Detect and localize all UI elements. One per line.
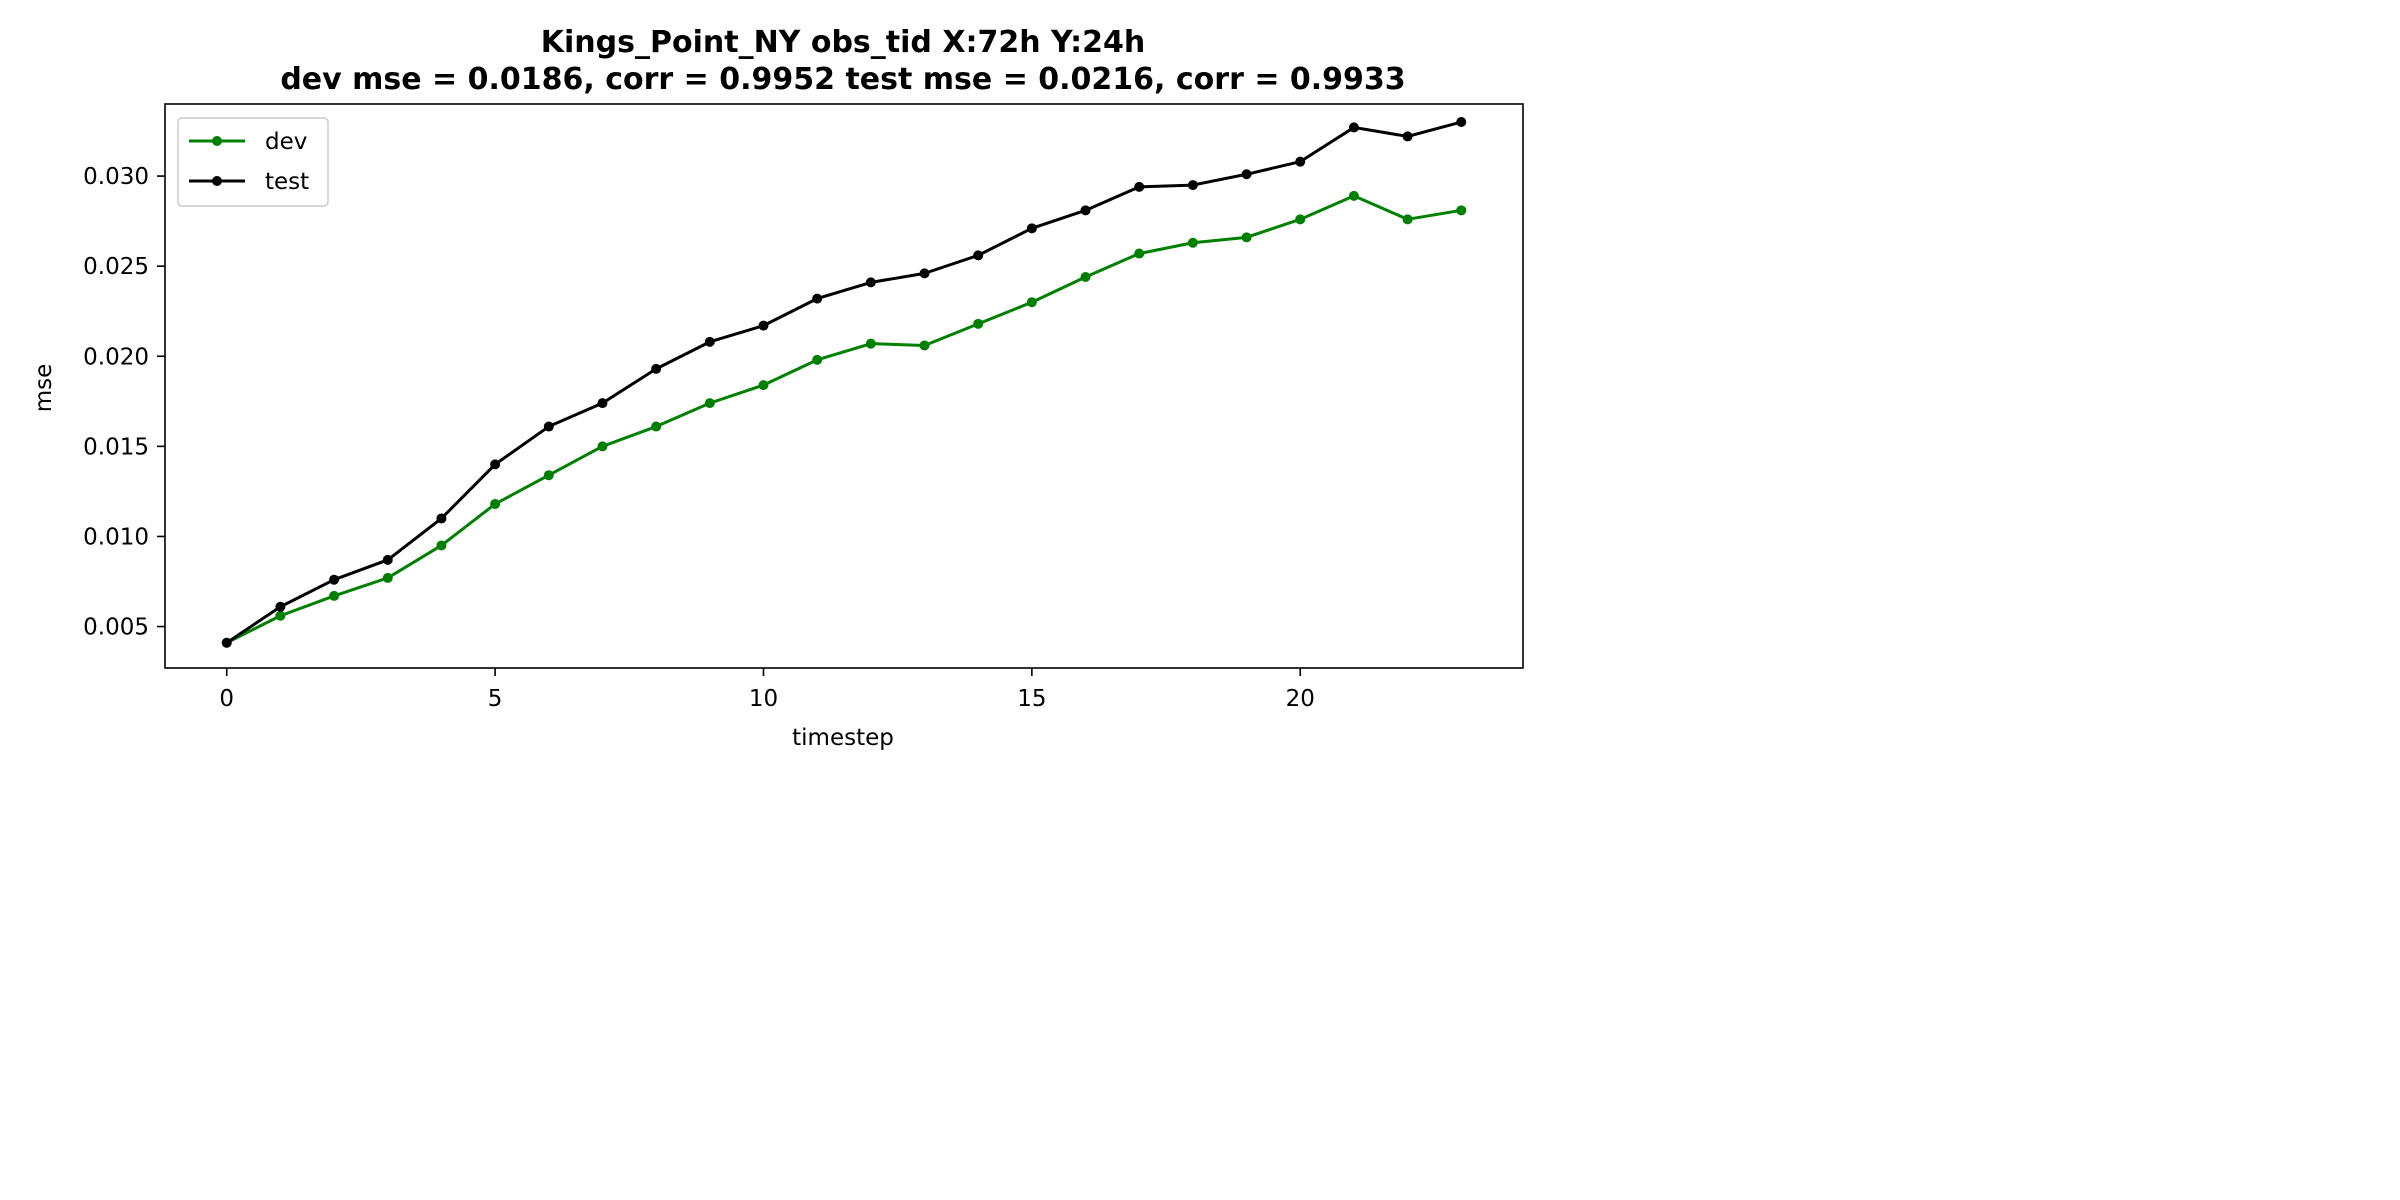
x-tick-label: 15 [1017,686,1046,712]
x-axis-label: timestep [792,725,894,751]
data-point-test [436,513,447,524]
data-point-test [597,398,608,409]
data-point-dev [812,354,823,365]
data-point-test [1295,156,1306,167]
data-point-dev [1026,297,1037,308]
data-point-test [329,574,340,585]
data-point-test [704,336,715,347]
data-point-dev [275,610,286,621]
legend-dev-label: dev [265,129,307,155]
data-point-dev [597,441,608,452]
data-point-test [1402,131,1413,142]
data-point-dev [490,499,501,510]
line-chart: Kings_Point_NY obs_tid X:72h Y:24h dev m… [31,25,1524,751]
data-point-dev [651,421,662,432]
data-point-test [221,637,232,648]
data-point-test [1187,180,1198,191]
data-point-test [1456,117,1467,128]
y-axis-label: mse [31,364,57,413]
legend-dev-marker [212,136,222,146]
data-point-dev [1080,271,1091,282]
chart-title-line1: Kings_Point_NY obs_tid X:72h Y:24h [541,25,1145,60]
data-point-test [758,320,769,331]
data-point-test [1134,181,1145,192]
x-tick-label: 0 [219,686,234,712]
data-point-dev [543,470,554,481]
data-point-dev [1295,214,1306,225]
data-point-test [812,293,823,304]
series-layer [221,117,1467,648]
data-point-dev [436,540,447,551]
data-point-test [1080,205,1091,216]
y-axis-ticks: 0.005 0.010 0.015 0.020 0.025 0.030 [83,164,165,641]
data-point-test [1241,169,1252,180]
data-point-test [275,601,286,612]
data-point-test [490,459,501,470]
legend: dev test [177,117,329,207]
data-point-dev [382,572,393,583]
data-point-dev [1348,190,1359,201]
legend-test-marker [212,176,222,186]
y-tick-label: 0.005 [83,615,149,641]
legend-test-label: test [265,169,309,195]
data-point-dev [1134,248,1145,259]
data-point-test [919,268,930,279]
data-point-test [543,421,554,432]
y-tick-label: 0.010 [83,524,149,550]
plot-frame [164,103,1524,669]
data-point-dev [1241,232,1252,243]
series-line-dev [226,194,1462,645]
data-point-dev [1187,237,1198,248]
y-tick-label: 0.025 [83,254,149,280]
data-point-test [865,277,876,288]
data-point-dev [704,398,715,409]
x-axis-ticks: 0 5 10 15 20 [219,668,1315,712]
x-tick-label: 5 [488,686,503,712]
data-point-dev [329,590,340,601]
series-line-test [225,120,1462,645]
data-point-test [1348,122,1359,133]
data-point-dev [865,338,876,349]
y-tick-label: 0.030 [83,164,149,190]
data-point-dev [919,340,930,351]
data-point-test [651,363,662,374]
y-tick-label: 0.015 [83,434,149,460]
data-point-test [973,250,984,261]
data-point-test [382,554,393,565]
data-point-test [1026,223,1037,234]
x-tick-label: 20 [1286,686,1315,712]
data-point-dev [758,380,769,391]
data-point-dev [1456,205,1467,216]
y-tick-label: 0.020 [83,344,149,370]
data-point-dev [1402,214,1413,225]
x-tick-label: 10 [749,686,778,712]
chart-title-line2: dev mse = 0.0186, corr = 0.9952 test mse… [280,62,1405,97]
data-point-dev [973,318,984,329]
